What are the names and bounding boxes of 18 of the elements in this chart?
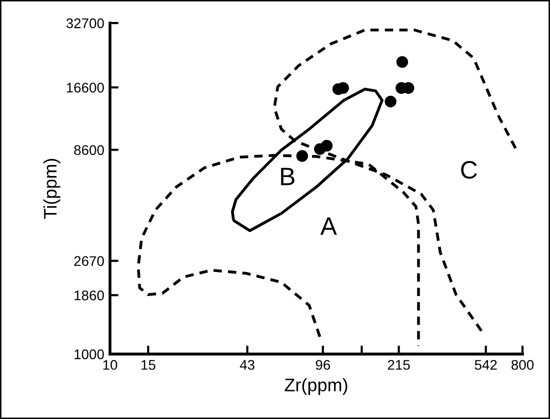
y-tick-label: 16600 (66, 82, 104, 93)
x-axis-title: Zr(ppm) (284, 378, 348, 395)
y-tick-label: 8600 (74, 145, 104, 155)
y-axis-title: Ti(ppm) (43, 158, 60, 219)
x-tick-label: 215 (388, 360, 410, 370)
annotation: B (281, 168, 294, 186)
x-tick-label: 800 (512, 360, 534, 370)
y-tick-label: 1860 (74, 290, 104, 300)
x-tick-label: 10 (103, 360, 118, 370)
x-tick-label: 542 (474, 360, 497, 370)
x-tick-label: 43 (240, 360, 254, 370)
annotation: A (320, 218, 337, 235)
annotation: C (461, 161, 477, 179)
x-tick-label: 15 (142, 360, 156, 370)
y-tick-label: 2670 (74, 256, 104, 266)
x-tick-label: 96 (316, 360, 330, 370)
y-tick-label: 32700 (66, 18, 104, 28)
y-tick-label: 1000 (74, 349, 104, 360)
